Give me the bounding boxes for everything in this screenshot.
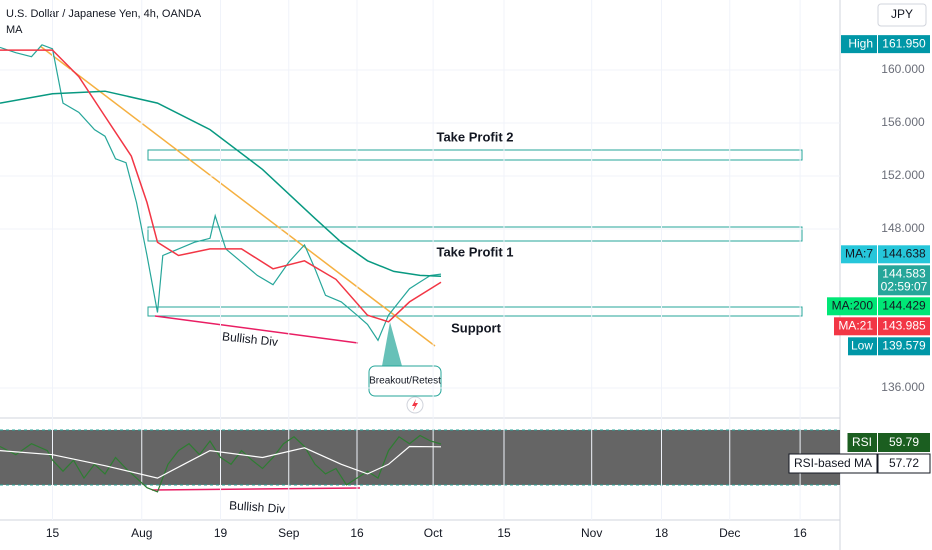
price-tag-value: 139.579 xyxy=(882,338,926,352)
price-tag xyxy=(878,297,930,316)
tag-name: High xyxy=(848,36,873,50)
rsi-band xyxy=(0,429,840,485)
price-tag xyxy=(878,35,930,54)
chart-title: U.S. Dollar / Japanese Yen, 4h, OANDA xyxy=(6,8,202,20)
x-tick-label: Aug xyxy=(131,526,152,540)
rsi-name: RSI xyxy=(852,435,872,449)
series-line xyxy=(0,434,442,493)
support-box xyxy=(147,306,803,317)
annotation: Support xyxy=(451,320,501,335)
div-line-rsi xyxy=(151,487,361,491)
x-tick-label: Dec xyxy=(719,526,740,540)
tp2-box xyxy=(147,149,803,161)
annotation: Bullish Div xyxy=(222,329,279,349)
y-tick-label: 160.000 xyxy=(881,62,925,76)
tag-name-box xyxy=(848,337,877,356)
rsi-tag xyxy=(878,433,930,452)
annotation: Take Profit 2 xyxy=(436,129,513,144)
tag-name: MA:21 xyxy=(838,318,873,332)
rsi-tag xyxy=(877,453,931,474)
x-tick-label: 16 xyxy=(793,526,807,540)
x-tick-label: 15 xyxy=(46,526,60,540)
tag-name: MA:200 xyxy=(832,298,874,312)
rsi-tag-value: 59.79 xyxy=(889,435,919,449)
callout-pointer xyxy=(382,322,402,366)
y-tick-label: 156.000 xyxy=(881,115,925,129)
x-tick-label: Sep xyxy=(278,526,300,540)
series-line xyxy=(0,44,442,342)
tag-name: Low xyxy=(851,338,873,352)
price-tag xyxy=(878,317,930,336)
price-tag xyxy=(878,337,930,356)
price-tag-value: 161.950 xyxy=(882,36,926,50)
series-line xyxy=(0,90,442,278)
price-tag-value: 144.429 xyxy=(882,298,926,312)
x-tick-label: 19 xyxy=(214,526,228,540)
price-tag-value: 143.985 xyxy=(882,318,926,332)
price-tag-time: 02:59:07 xyxy=(881,279,928,293)
rsi-tag-value: 57.72 xyxy=(889,456,919,470)
series-line xyxy=(0,49,442,323)
rsi-name: RSI-based MA xyxy=(794,456,872,470)
x-tick-label: Nov xyxy=(581,526,602,540)
y-tick-label: 136.000 xyxy=(881,380,925,394)
currency-box[interactable] xyxy=(877,3,927,27)
x-tick-label: 16 xyxy=(350,526,364,540)
indicator-label: MA xyxy=(6,24,23,36)
tag-name-box xyxy=(841,35,877,54)
tag-name: MA:7 xyxy=(845,246,873,260)
annotation: Take Profit 1 xyxy=(436,244,513,259)
event-icon-bolt xyxy=(412,399,418,411)
y-tick-label: 152.000 xyxy=(881,168,925,182)
price-tag xyxy=(878,245,930,264)
div-line xyxy=(154,315,359,344)
series-line xyxy=(0,445,442,479)
tag-name-box xyxy=(834,317,877,336)
x-tick-label: Oct xyxy=(424,526,443,540)
x-tick-label: 18 xyxy=(655,526,669,540)
annotation: Bullish Div xyxy=(229,498,286,516)
rsi-name-box xyxy=(847,433,877,452)
price-tag-value: 144.638 xyxy=(882,246,926,260)
x-tick-label: 15 xyxy=(497,526,511,540)
tag-name-box xyxy=(827,297,877,316)
tp1-box xyxy=(147,226,803,242)
price-tag xyxy=(878,265,930,296)
y-tick-label: 148.000 xyxy=(881,221,925,235)
currency[interactable]: JPY xyxy=(891,7,913,21)
trendline xyxy=(39,45,436,347)
tag-name-box xyxy=(841,245,877,264)
price-tag-value: 144.583 xyxy=(882,266,926,280)
rsi-name-box xyxy=(788,453,878,474)
annotation: Breakout/Retest xyxy=(369,376,441,387)
